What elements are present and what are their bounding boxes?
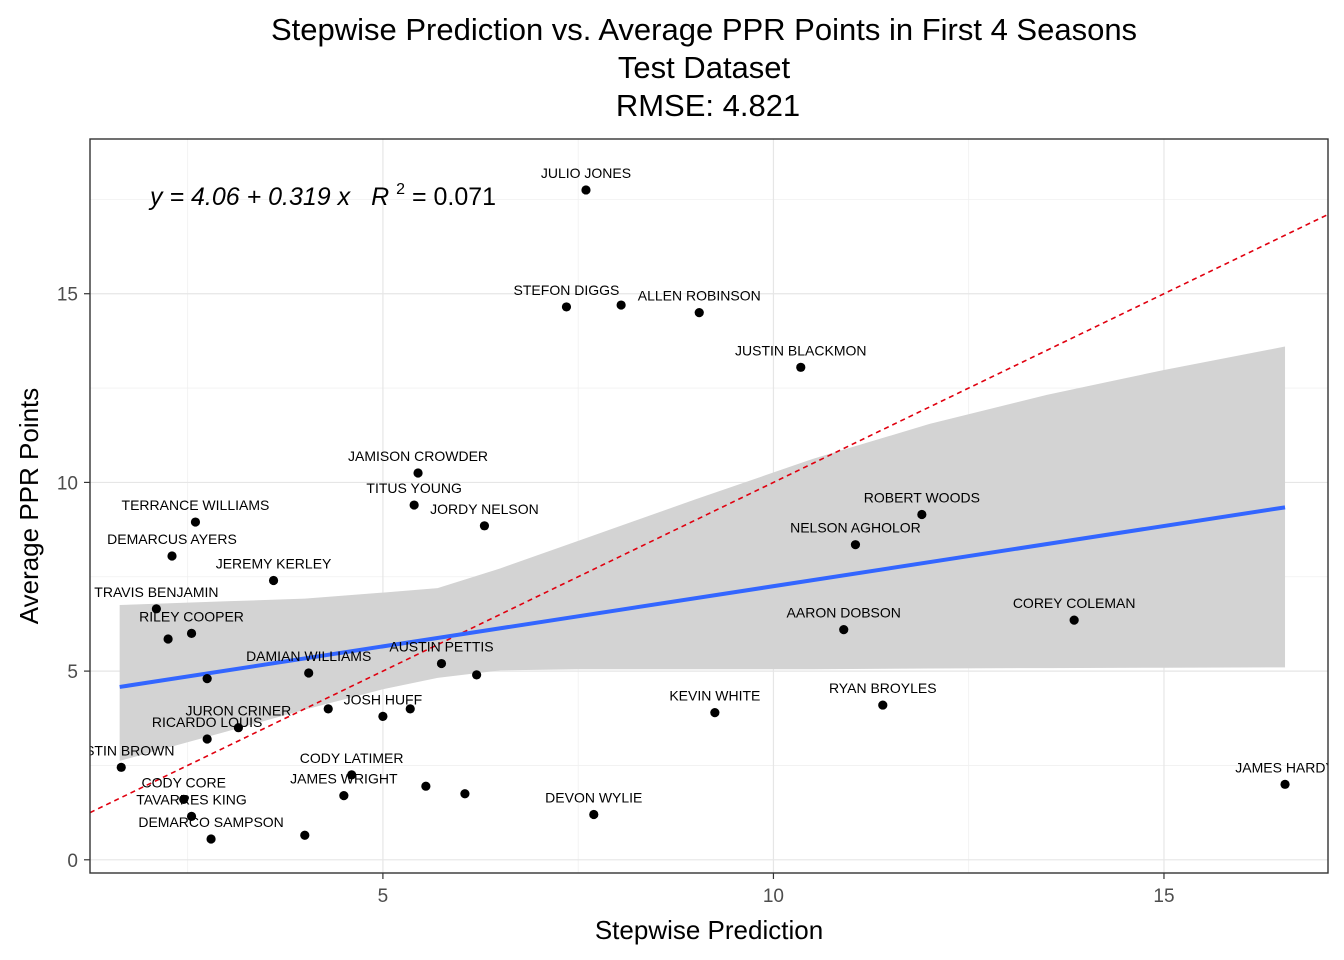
x-axis-title: Stepwise Prediction [595,915,823,945]
point-label: RICARDO LOUIS [152,714,262,730]
data-point [268,575,279,586]
data-point [589,809,599,820]
y-tick-label: 5 [67,662,78,683]
data-point [409,500,419,510]
point-label: JUSTIN BROWN [68,742,175,758]
data-point [850,540,861,550]
data-points [116,185,1290,844]
axes: 5 10 15 0 5 10 15 [57,285,1175,907]
data-point [167,551,177,561]
data-point [202,734,212,744]
chart-title: Stepwise Prediction vs. Average PPR Poin… [271,12,1137,47]
chart-rmse: RMSE: 4.821 [616,88,800,123]
data-point [202,674,212,684]
point-label: RILEY COOPER [139,608,244,624]
chart-subtitle: Test Dataset [618,50,791,85]
equation-r2-letter: R [371,183,389,211]
point-label: CODY LATIMER [300,750,404,766]
point-label: JUSTIN BLACKMON [735,342,866,358]
data-point [163,634,173,644]
y-tick-label: 10 [57,473,78,494]
point-label: TERRANCE WILLIAMS [122,497,270,513]
point-label: ROBERT WOODS [864,489,980,505]
y-tick-label: 15 [57,285,78,306]
data-point [323,704,333,714]
point-label: TAVARRES KING [136,791,246,807]
data-point [796,362,806,372]
data-point [581,185,591,195]
x-tick-label: 5 [378,886,389,907]
data-point [421,781,431,791]
point-label: DEVON WYLIE [545,790,642,806]
point-label: JEREMY KERLEY [216,556,332,572]
data-point [561,302,572,312]
equation-r2-value: = 0.071 [412,183,496,211]
data-point [460,789,470,799]
point-label: KEVIN WHITE [669,688,760,704]
panel-border [89,138,1329,874]
point-labels: JULIO JONES STEFON DIGGS ALLEN ROBINSON JUS… [68,165,1335,830]
data-point [206,834,216,844]
confidence-band [119,346,1286,761]
point-label: STEFON DIGGS [514,282,620,298]
data-point [436,658,447,669]
data-point [190,517,201,527]
point-label: AUSTIN PETTIS [389,639,493,655]
point-label: CODY CORE [141,774,226,790]
point-label: JORDY NELSON [430,501,539,517]
regression-equation: y = 4.06 + 0.319 x R 2 = 0.071 [148,172,496,211]
point-label: RYAN BROYLES [829,680,937,696]
data-point [710,708,720,718]
point-label: COREY COLEMAN [1013,595,1136,611]
data-point [839,624,849,635]
data-point [300,830,310,840]
y-axis-title: Average PPR Points [14,388,44,625]
data-point [378,711,388,721]
data-point [413,468,423,478]
point-label: JOSH HUFF [344,691,423,707]
point-label: DAMIAN WILLIAMS [246,648,371,664]
fit-line [119,505,1286,689]
data-point [479,521,490,531]
data-point [694,307,704,318]
point-label: TRAVIS BENJAMIN [94,584,218,600]
data-point [304,668,314,678]
data-point [347,770,357,780]
data-point [616,300,626,310]
data-point [472,670,482,680]
x-tick-label: 15 [1153,886,1174,907]
point-label: JAMES HARDY [1235,759,1335,775]
data-point [233,723,244,733]
y-tick-label: 0 [67,851,78,872]
data-point [405,704,415,714]
data-point [339,791,349,801]
data-point [917,509,927,520]
point-label: DEMARCO SAMPSON [138,814,283,830]
point-label: JAMISON CROWDER [348,448,488,464]
point-label: JAMES WRIGHT [290,771,398,787]
data-point [151,604,161,614]
point-label: JULIO JONES [541,165,631,181]
point-label: JURON CRINER [186,703,292,719]
data-point [1069,615,1079,625]
data-point [878,700,888,710]
data-point [116,762,126,772]
data-point [186,628,197,638]
point-label: ALLEN ROBINSON [638,288,761,304]
data-point [1280,779,1290,789]
data-point [186,811,197,821]
equation-y: y = 4.06 + 0.319 x [148,183,352,211]
plot-area: JULIO JONES STEFON DIGGS ALLEN ROBINSON JUS… [68,165,1335,844]
identity-line [90,213,1328,814]
equation-r2-sup: 2 [396,181,405,198]
point-label: AARON DOBSON [787,605,901,621]
point-label: DEMARCUS AYERS [107,531,237,547]
point-label: TITUS YOUNG [366,480,461,496]
point-label: NELSON AGHOLOR [790,520,921,536]
x-tick-label: 10 [763,886,784,907]
data-point [179,794,189,805]
